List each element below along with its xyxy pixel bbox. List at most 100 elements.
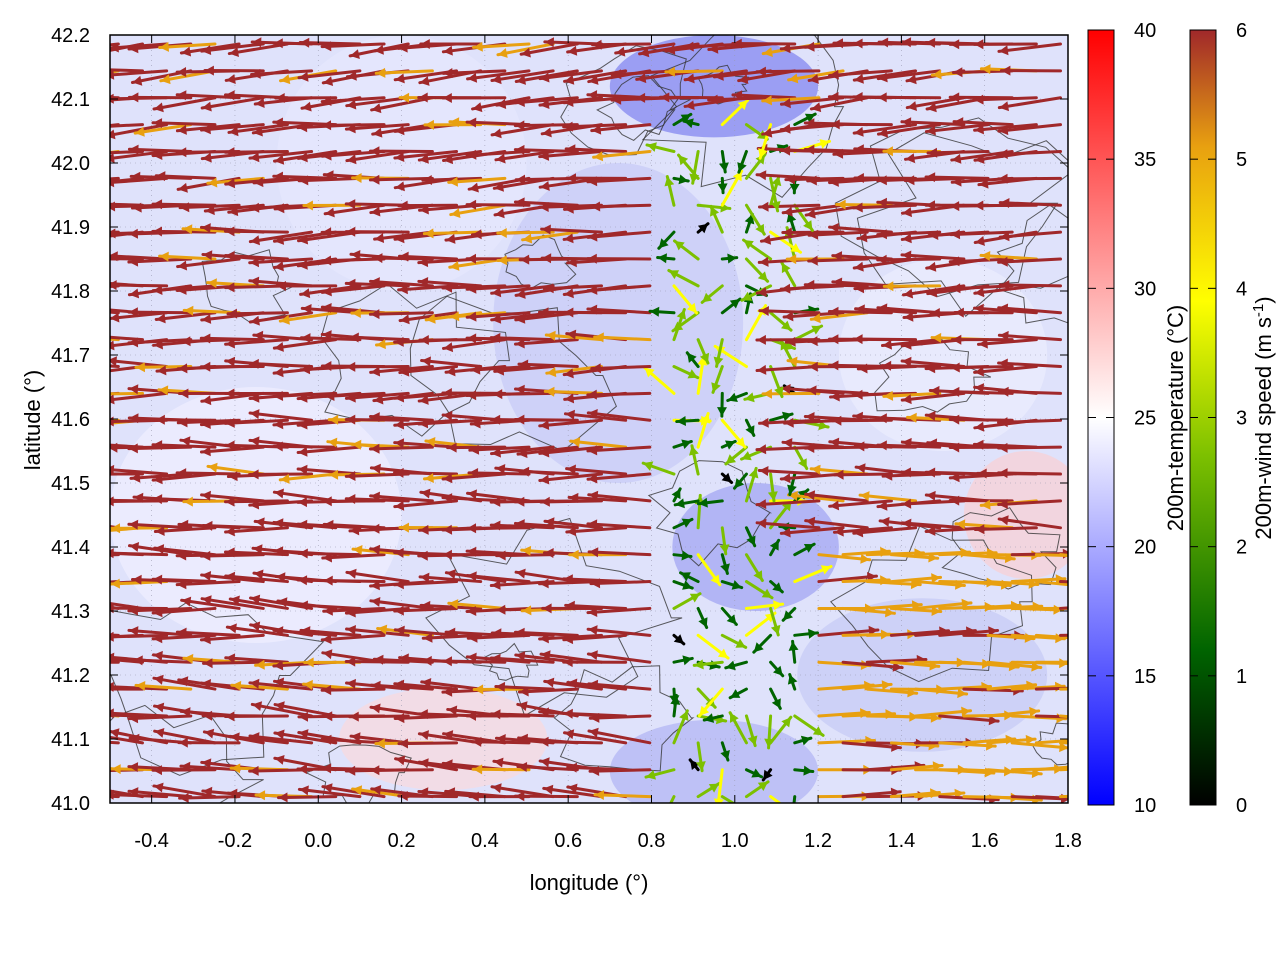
wind-vector xyxy=(671,487,682,503)
wind-vector xyxy=(977,338,1038,349)
wind-vector-shaft xyxy=(562,731,628,745)
wind-vector-head xyxy=(974,383,985,394)
x-tick-label: 1.2 xyxy=(804,830,832,852)
wind-vector-head xyxy=(564,97,574,107)
wind-vector-shaft xyxy=(152,96,217,111)
wind-vector-head xyxy=(753,570,763,581)
wind-vector-head xyxy=(443,68,453,78)
wind-vector-head xyxy=(228,471,238,482)
wind-vector-shaft xyxy=(369,415,434,422)
wind-vector-head xyxy=(426,313,436,324)
wind-vector xyxy=(671,311,700,333)
wind-vector-head xyxy=(759,466,769,476)
wind-vector-head xyxy=(761,588,772,598)
wind-vector-head xyxy=(988,715,999,726)
wind-vector-shaft xyxy=(345,149,410,163)
wind-vector-head xyxy=(950,386,960,397)
wind-vector-head xyxy=(153,782,164,793)
wind-vector-head xyxy=(950,229,961,240)
wind-vector-head xyxy=(153,474,163,485)
wind-vector-head xyxy=(515,651,526,661)
wind-vector-shaft xyxy=(977,338,1038,346)
wind-vector-head xyxy=(128,256,139,267)
wind-vector xyxy=(494,681,555,692)
wind-vector xyxy=(110,149,169,163)
wind-vector xyxy=(672,365,700,380)
wind-vector-shaft xyxy=(151,443,217,449)
wind-vector-head xyxy=(807,175,817,186)
wind-vector xyxy=(926,147,990,158)
wind-vector-head xyxy=(713,798,724,803)
wind-vector-shaft xyxy=(973,365,1038,374)
wind-vector-head xyxy=(81,199,90,209)
wind-vector xyxy=(447,599,507,610)
wind-vector-head xyxy=(829,222,839,233)
wind-vector-head xyxy=(134,492,144,503)
wind-vector-head xyxy=(398,791,408,801)
wind-vector-head xyxy=(806,208,816,219)
wind-vector-head xyxy=(467,283,477,294)
wind-vector-shaft xyxy=(369,365,434,374)
wind-vector xyxy=(110,391,144,396)
wind-vector xyxy=(672,112,693,127)
wind-vector-head xyxy=(324,170,334,181)
wind-vector-head xyxy=(249,358,259,369)
wind-vector xyxy=(997,468,1063,479)
wind-vector-head xyxy=(58,125,68,135)
wind-vector-head xyxy=(950,414,960,425)
wind-vector-head xyxy=(275,203,285,214)
wind-vector xyxy=(494,149,555,164)
x-tick-label: 0.0 xyxy=(304,830,332,852)
wind-vector-head xyxy=(1055,574,1065,585)
wind-vector-head xyxy=(564,393,575,404)
wind-vector xyxy=(199,361,265,372)
wind-vector-shaft xyxy=(248,257,314,265)
wind-vector-head xyxy=(516,568,526,579)
wind-vector xyxy=(586,284,652,295)
wind-vector xyxy=(948,386,1014,397)
wind-vector xyxy=(769,687,782,710)
wind-vector-shaft xyxy=(248,734,314,745)
wind-vector-head xyxy=(322,685,332,696)
wind-vector xyxy=(852,334,918,345)
wind-vector-shaft xyxy=(832,472,893,477)
wind-vector xyxy=(370,96,434,114)
wind-vector-head xyxy=(443,730,454,740)
wind-vector xyxy=(230,680,289,691)
wind-vector xyxy=(516,762,579,772)
wind-vector-head xyxy=(154,544,165,555)
wind-vector-head xyxy=(809,229,819,240)
wind-vector-head xyxy=(569,549,579,560)
wind-vector xyxy=(679,571,700,584)
wind-vector-shaft xyxy=(587,729,652,745)
wind-vector-head xyxy=(491,709,501,720)
wind-vector-head xyxy=(201,395,212,406)
wind-vector-head xyxy=(469,182,479,193)
wind-colorbar-tick-label: 0 xyxy=(1236,795,1247,817)
wind-vector xyxy=(997,149,1063,159)
wind-vector-shaft xyxy=(593,793,652,799)
wind-vector-shaft xyxy=(997,418,1063,424)
wind-vector xyxy=(110,464,169,476)
wind-vector-shaft xyxy=(565,467,628,476)
wind-vector xyxy=(513,791,579,802)
wind-vector xyxy=(675,416,700,426)
wind-vector-head xyxy=(783,610,793,621)
wind-vector-head xyxy=(680,572,691,582)
wind-vector xyxy=(417,418,483,429)
wind-vector xyxy=(852,389,918,400)
wind-vector-head xyxy=(714,70,724,81)
wind-vector-head xyxy=(275,701,285,712)
wind-vector-shaft xyxy=(127,628,193,637)
wind-vector-shaft xyxy=(973,284,1038,295)
wind-vector xyxy=(657,230,676,250)
wind-vector-head xyxy=(298,152,308,163)
wind-vector-head xyxy=(902,498,912,509)
wind-vector-head xyxy=(153,633,163,644)
wind-vector-head xyxy=(230,732,240,743)
wind-vector xyxy=(110,280,169,291)
wind-vector-shaft xyxy=(110,685,169,691)
wind-vector xyxy=(368,146,434,157)
wind-vector-head xyxy=(181,596,192,607)
wind-vector-head xyxy=(229,126,239,137)
